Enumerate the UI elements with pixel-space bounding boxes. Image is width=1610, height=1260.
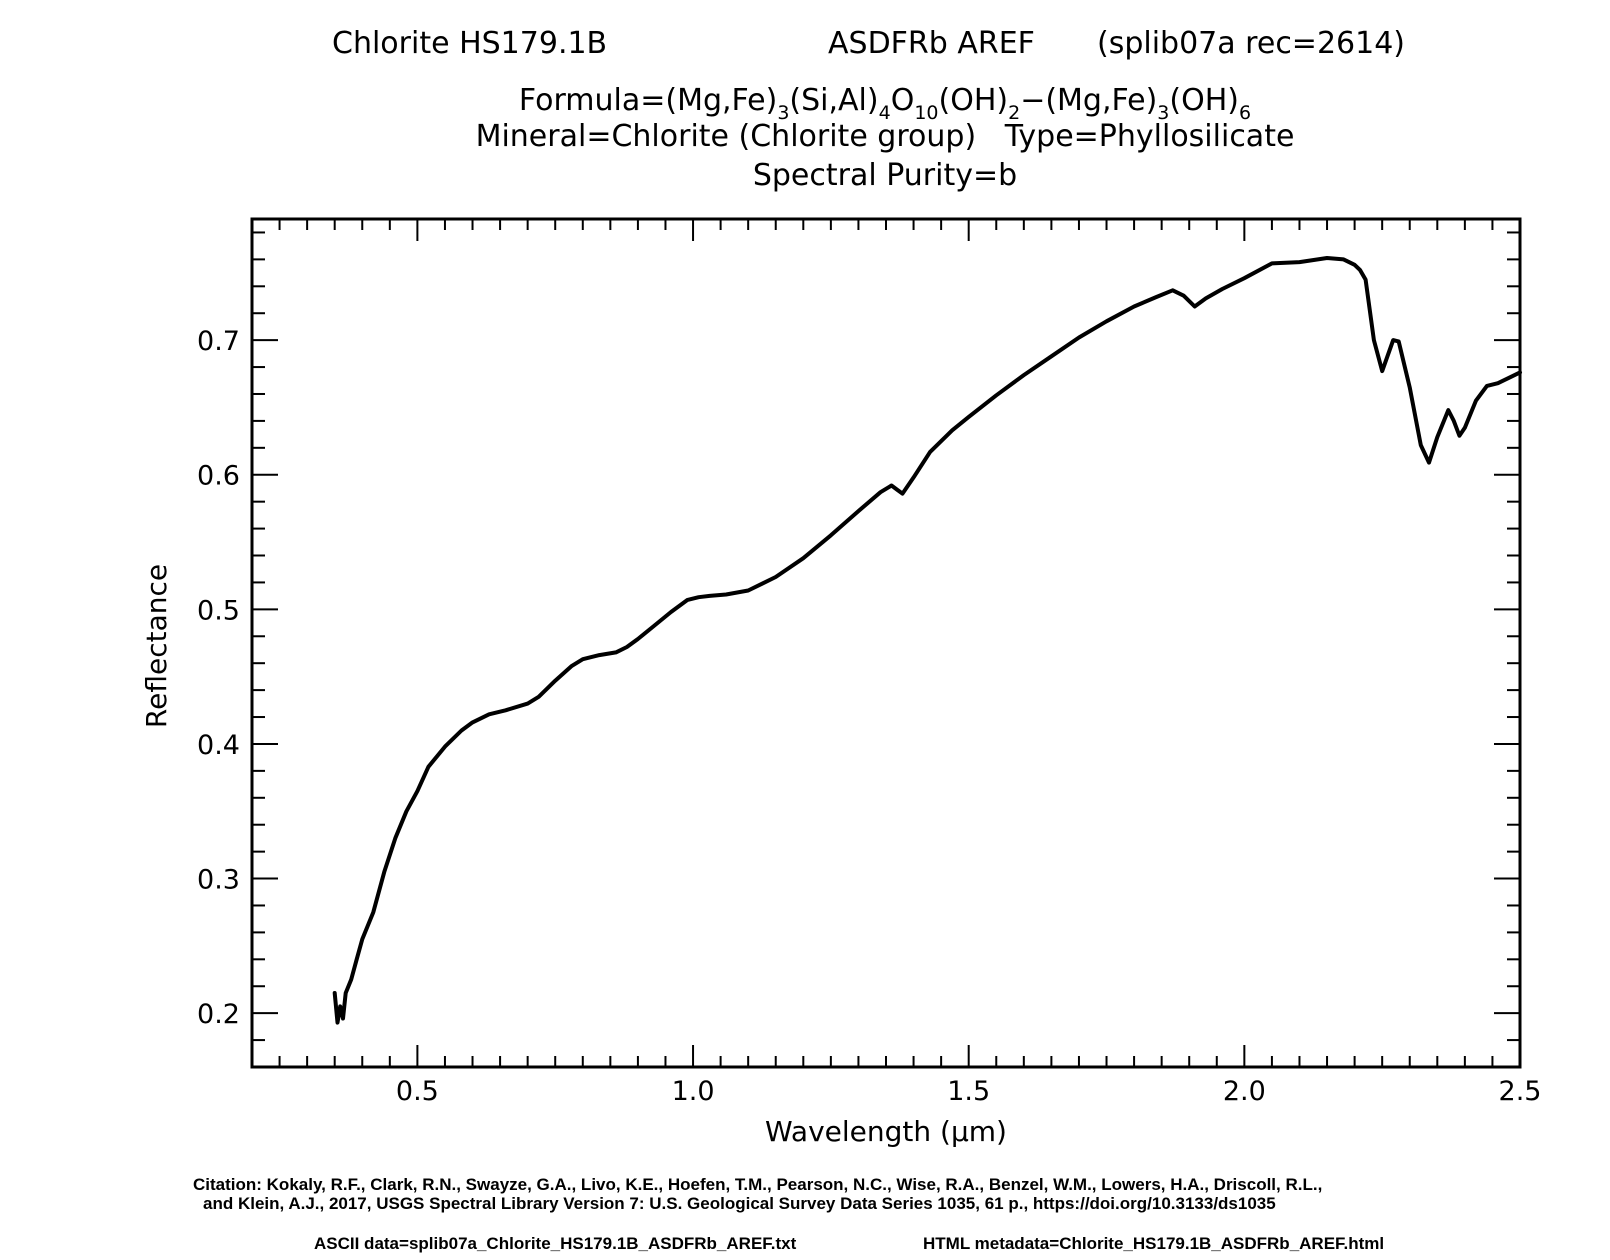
citation-line-1: Citation: Kokaly, R.F., Clark, R.N., Swa… — [193, 1175, 1322, 1194]
x-tick-label: 0.5 — [396, 1076, 439, 1107]
x-axis-label: Wavelength (μm) — [765, 1115, 1007, 1148]
x-tick-label: 1.5 — [947, 1076, 990, 1107]
x-tick-label: 2.0 — [1223, 1076, 1266, 1107]
title-formula: Formula=(Mg,Fe)3(Si,Al)4O10(OH)2−(Mg,Fe)… — [519, 83, 1251, 124]
y-tick-label: 0.4 — [197, 730, 240, 761]
axis-ticks — [251, 219, 1521, 1068]
y-tick-labels: 0.2 0.3 0.4 0.5 0.6 0.7 — [197, 326, 240, 1030]
citation-line-2: and Klein, A.J., 2017, USGS Spectral Lib… — [203, 1194, 1276, 1213]
title-measurement: ASDFRb AREF — [828, 26, 1035, 61]
y-tick-label: 0.2 — [197, 999, 240, 1030]
x-tick-labels: 0.5 1.0 1.5 2.0 2.5 — [396, 1076, 1542, 1107]
y-tick-label: 0.6 — [197, 461, 240, 492]
title-sample: Chlorite HS179.1B — [332, 26, 607, 61]
html-metadata-filename: HTML metadata=Chlorite_HS179.1B_ASDFRb_A… — [923, 1234, 1384, 1253]
y-axis-label: Reflectance — [140, 564, 173, 728]
y-tick-label: 0.3 — [197, 865, 240, 896]
y-tick-label: 0.5 — [197, 595, 240, 626]
plot-frame — [250, 217, 1522, 1069]
ascii-data-filename: ASCII data=splib07a_Chlorite_HS179.1B_AS… — [314, 1234, 797, 1253]
x-tick-label: 2.5 — [1499, 1076, 1542, 1107]
title-record: (splib07a rec=2614) — [1097, 26, 1405, 61]
title-purity: Spectral Purity=b — [753, 158, 1017, 193]
y-tick-label: 0.7 — [197, 326, 240, 357]
spectrum-line — [332, 256, 1522, 1025]
title-mineral: Mineral=Chlorite (Chlorite group) Type=P… — [476, 119, 1295, 154]
x-tick-label: 1.0 — [672, 1076, 715, 1107]
